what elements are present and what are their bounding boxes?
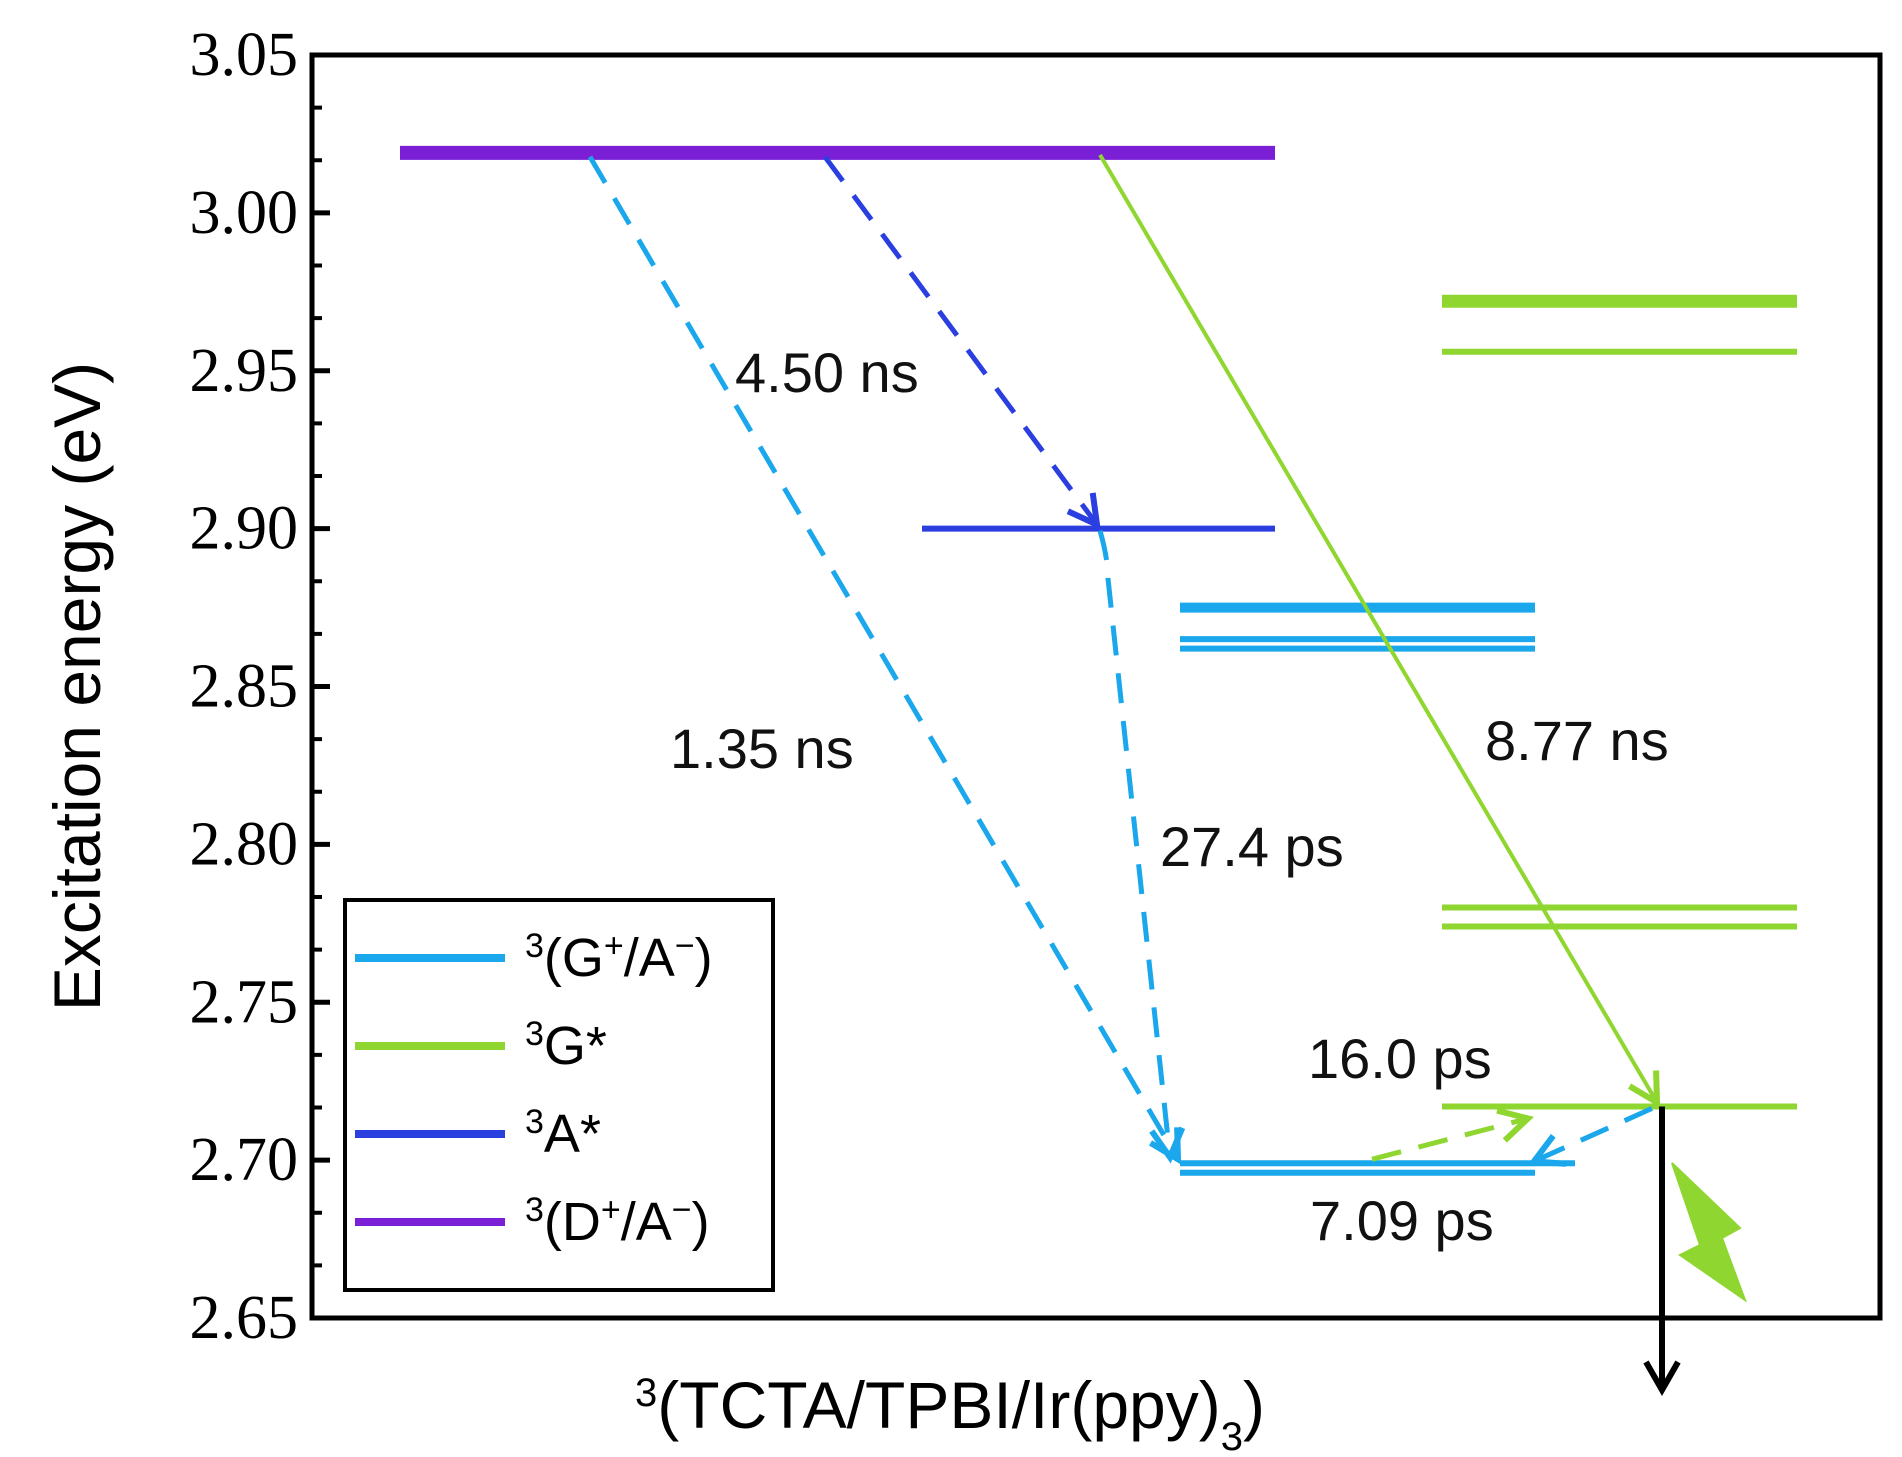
axes: 2.65 2.70 2.75 2.80 2.85 2.90 2.95 3.00 3.05 Exci… [40, 21, 1883, 1457]
transition-time-label: 27.4 ps [1160, 815, 1344, 878]
transition-arrow-1-35ns [587, 155, 1181, 1161]
transition-arrow-7-09ps [1532, 1106, 1654, 1164]
transition-time-label: 7.09 ps [1310, 1189, 1494, 1252]
transition-arrow-8-77ns [1098, 153, 1659, 1104]
transition-time-label: 8.77 ns [1485, 709, 1669, 772]
transition-arrowhead-16-0ps [1496, 1107, 1535, 1143]
y-tick-label: 3.05 [190, 21, 299, 89]
emission-arrowhead [1643, 1360, 1681, 1397]
transition-arrow-16-0ps [1371, 1116, 1529, 1162]
y-tick-label: 2.90 [190, 495, 299, 563]
y-tick-label: 3.00 [190, 179, 299, 247]
y-tick-label: 2.65 [190, 1284, 299, 1352]
transition-arrows [587, 153, 1748, 1397]
lightning-icon [1671, 1162, 1748, 1303]
y-tick-label: 2.80 [190, 810, 299, 878]
legend-label: 3(D+/A−) [525, 1191, 710, 1252]
y-tick-label: 2.75 [190, 968, 299, 1036]
legend: 3(G+/A−) 3G* 3A* 3(D+/A−) [343, 898, 775, 1292]
transition-arrowhead-4-50ns [1066, 492, 1101, 530]
transition-arrowhead-27-4ps [1149, 1126, 1186, 1164]
transition-time-label: 16.0 ps [1308, 1027, 1492, 1090]
legend-label: 3(G+/A−) [525, 927, 713, 988]
legend-label: 3G* [525, 1015, 607, 1076]
x-axis-label: 3(TCTA/TPBI/Ir(ppy)3) [635, 1368, 1265, 1457]
y-tick-label: 2.95 [190, 337, 299, 405]
transition-time-label: 1.35 ns [670, 717, 854, 780]
transition-arrowhead-8-77ns [1627, 1070, 1661, 1108]
transition-arrow-4-50ns [822, 155, 1100, 527]
y-tick-label: 2.70 [190, 1126, 299, 1194]
transition-time-label: 4.50 ns [735, 341, 919, 404]
y-axis-label: Excitation energy (eV) [40, 362, 114, 1011]
annotations: 1.35 ns 4.50 ns 27.4 ps 8.77 ns 16.0 ps 7.09 … [670, 341, 1669, 1252]
y-tick-label: 2.85 [190, 653, 299, 721]
transition-arrow-27-4ps [1097, 529, 1173, 1158]
legend-label: 3A* [525, 1103, 601, 1164]
energy-levels [400, 145, 1797, 1176]
